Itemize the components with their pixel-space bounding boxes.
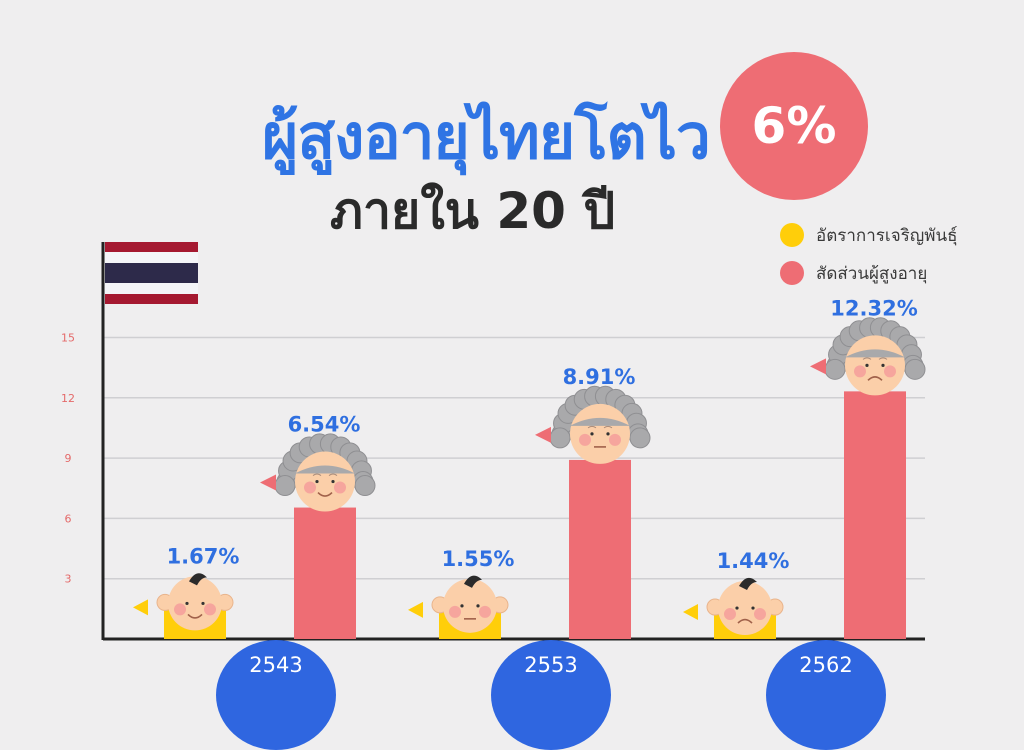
mouth-shape [317, 491, 333, 497]
cheek-shape [334, 481, 346, 494]
title-line-2: ภายใน 20 ปี [330, 182, 616, 240]
face-shape [443, 578, 497, 633]
elderly-bar-group: 12.32% [810, 296, 926, 639]
eye-shape [590, 432, 594, 436]
hair-curl [354, 475, 376, 497]
fertility-bar-group: 1.44% [683, 549, 789, 639]
eye-shape [201, 601, 205, 606]
y-tick-label: 6 [65, 512, 72, 525]
elderly-value-label: 12.32% [830, 296, 917, 320]
eye-shape [331, 479, 335, 484]
flag-stripe [105, 293, 198, 304]
elderly-bar [844, 391, 906, 639]
legend-label-fertility: อัตราการเจริญพันธุ์ [816, 225, 958, 246]
elderly-bar-group: 8.91% [535, 365, 651, 639]
elderly-bar [294, 507, 356, 639]
hair-tuft [739, 577, 757, 591]
cheek-shape [724, 608, 736, 621]
bar-chart: 3 6 9 12 15 1.67% 6.54% 1.55% 8.91% 1.44% 12.32% [61, 242, 926, 641]
y-tick-label: 9 [65, 452, 72, 465]
elderly-bar-group: 6.54% [260, 413, 376, 639]
legend-label-elderly: สัดส่วนผู้สูงอายุ [816, 263, 928, 284]
thai-flag-icon [105, 242, 198, 304]
cheek-shape [479, 605, 491, 618]
hair-tuft [464, 575, 482, 588]
face-shape [718, 581, 772, 636]
cheek-shape [449, 605, 461, 618]
hair-curl [274, 475, 296, 497]
eye-shape [881, 363, 885, 367]
cheek-shape [854, 365, 866, 378]
flag-stripe [105, 283, 198, 294]
year-pill: 2562 [766, 640, 886, 750]
cheek-shape [754, 608, 766, 621]
flag-stripe [105, 252, 198, 263]
wrinkle-shape [862, 357, 888, 360]
flag-stripe [105, 262, 198, 284]
eye-shape [476, 604, 480, 608]
mouth-shape [737, 618, 753, 624]
eye-shape [865, 363, 869, 367]
mouth-shape [187, 613, 203, 619]
fertility-bar-group: 1.67% [133, 544, 239, 639]
fertility-value-label: 1.55% [442, 547, 515, 571]
year-pill: 2553 [491, 640, 611, 750]
wrinkle-shape [312, 473, 338, 476]
elderly-pointer [535, 426, 551, 443]
legend-item-fertility: อัตราการเจริญพันธุ์ [780, 222, 958, 248]
hair-fringe [295, 465, 355, 474]
eye-shape [185, 601, 189, 606]
flag-stripe [105, 242, 198, 253]
fertility-pointer [408, 601, 423, 618]
elderly-value-label: 8.91% [563, 365, 636, 389]
hair-curl [904, 358, 926, 380]
eye-shape [735, 606, 739, 610]
elderly-pointer [810, 358, 826, 375]
highlight-badge: 6% [720, 52, 868, 200]
eye-shape [606, 432, 610, 436]
face-shape [845, 335, 905, 396]
fertility-value-label: 1.67% [167, 544, 240, 568]
eye-shape [751, 606, 755, 610]
legend: อัตราการเจริญพันธุ์ สัดส่วนผู้สูงอายุ [780, 222, 958, 298]
face-shape [168, 576, 222, 631]
eye-shape [460, 604, 464, 608]
mouth-shape [867, 376, 883, 381]
elderly-value-label: 6.54% [288, 413, 361, 437]
elderly-bar [569, 459, 631, 639]
hair-fringe [570, 417, 630, 426]
face-shape [295, 451, 355, 512]
fertility-pointer [683, 604, 698, 621]
y-tick-label: 12 [61, 392, 75, 405]
year-pill: 2543 [216, 640, 336, 750]
y-tick-label: 3 [65, 573, 72, 586]
cheek-shape [304, 481, 316, 494]
y-tick-label: 15 [61, 332, 75, 345]
wrinkle-shape [587, 425, 613, 429]
title-line-1: ผู้สูงอายุไทยโตไว [262, 100, 711, 173]
fertility-value-label: 1.44% [717, 549, 790, 573]
legend-swatch-fertility [780, 223, 804, 247]
cheek-shape [579, 433, 591, 446]
cheek-shape [204, 603, 216, 616]
legend-swatch-elderly [780, 261, 804, 285]
cheek-shape [884, 365, 896, 378]
hair-curl [824, 358, 846, 380]
eye-shape [315, 479, 319, 484]
hair-fringe [845, 349, 905, 358]
legend-item-elderly: สัดส่วนผู้สูงอายุ [780, 260, 958, 286]
hair-curl [549, 427, 571, 449]
hair-curl [629, 427, 651, 449]
face-shape [570, 403, 630, 464]
fertility-bar-group: 1.55% [408, 547, 514, 639]
cheek-shape [609, 433, 621, 446]
cheek-shape [174, 603, 186, 616]
hair-tuft [189, 573, 207, 586]
hair-shape [824, 317, 926, 380]
fertility-pointer [133, 599, 148, 616]
elderly-pointer [260, 474, 276, 491]
hair-shape [549, 385, 651, 449]
